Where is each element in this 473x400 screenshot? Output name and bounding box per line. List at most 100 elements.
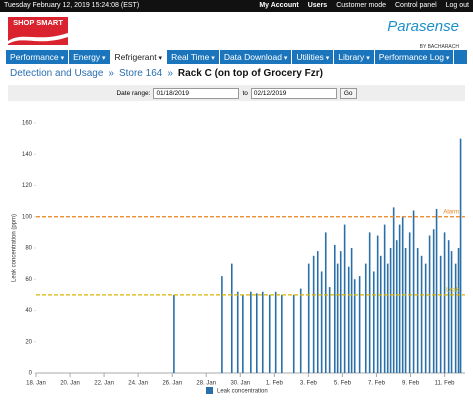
bar — [398, 224, 401, 373]
bar — [404, 248, 407, 373]
bar — [386, 263, 389, 373]
nav-item[interactable]: Data Download — [220, 50, 293, 64]
x-tick-label: 30. Jan — [230, 381, 250, 387]
x-tick-label: 9. Feb — [402, 381, 420, 387]
x-tick-label: 3. Feb — [300, 381, 318, 387]
logo-wave — [8, 33, 68, 44]
nav-item[interactable]: Utilities — [292, 50, 335, 64]
bar — [333, 244, 336, 373]
top-link[interactable]: Control panel — [395, 2, 437, 9]
bar — [416, 248, 419, 373]
bar — [368, 232, 371, 373]
breadcrumb-separator: » — [167, 68, 173, 79]
y-tick-label: 120 — [22, 183, 33, 189]
bar — [339, 251, 342, 373]
y-tick-label: 80 — [25, 246, 32, 252]
datetime: Tuesday February 12, 2019 15:24:08 (EST) — [4, 2, 140, 9]
date-from[interactable]: 01/18/2019 — [153, 87, 240, 99]
top-bar: Tuesday February 12, 2019 15:24:08 (EST)… — [0, 0, 473, 12]
bar — [428, 235, 431, 373]
bar — [392, 207, 395, 373]
bar — [447, 240, 450, 373]
y-axis-title: Leak concentration (ppm) — [12, 214, 18, 282]
top-link[interactable]: Customer mode — [336, 2, 386, 9]
chart: Leak concentration (ppm) 0 20 40 60 80 100 120 1… — [12, 121, 465, 395]
x-tick-label: 22. Jan — [94, 381, 114, 387]
logo-text: SHOP SMART — [13, 18, 63, 27]
top-links: My Account Users Customer mode Control pane… — [250, 0, 469, 12]
brand: Parasense BY BACHARACH — [387, 18, 459, 53]
x-tick-label: 24. Jan — [128, 381, 148, 387]
bar — [457, 248, 460, 373]
x-tick-label: 1. Feb — [266, 381, 284, 387]
nav-item[interactable]: Real Time — [167, 50, 220, 64]
x-tick-label: 18. Jan — [26, 381, 46, 387]
x-tick-label: 5. Feb — [334, 381, 352, 387]
bar — [320, 271, 323, 373]
nav-bar: PerformanceEnergyRefrigerantReal TimeDat… — [6, 50, 467, 64]
header: SHOP SMART Parasense BY BACHARACH — [0, 12, 473, 50]
bar — [443, 232, 446, 373]
logo[interactable]: SHOP SMART — [8, 17, 68, 45]
breadcrumb: Detection and Usage » Store 164 » Rack C (on… — [0, 64, 473, 85]
nav-item[interactable]: Performance — [6, 50, 70, 64]
date-to[interactable]: 02/12/2019 — [250, 87, 337, 99]
bar — [412, 210, 415, 373]
y-tick-label: 100 — [22, 214, 33, 220]
y-tick-label: 20 — [25, 339, 32, 345]
bar — [454, 263, 457, 373]
date-to-label: to — [242, 89, 248, 97]
bar — [459, 138, 462, 373]
breadcrumb-item[interactable]: Store 164 — [118, 68, 163, 79]
date-range: Date range: 01/18/2019 to 02/12/2019 Go — [8, 85, 465, 101]
bar — [255, 293, 258, 373]
bar — [347, 266, 350, 373]
bar — [372, 271, 375, 373]
top-link[interactable]: Users — [307, 2, 328, 9]
bar — [395, 240, 398, 373]
y-tick-label: 40 — [25, 308, 32, 314]
bar — [420, 255, 423, 373]
bar — [353, 279, 356, 373]
x-tick-label: 26. Jan — [162, 381, 182, 387]
bar — [307, 263, 310, 373]
bar — [268, 294, 271, 373]
nav-item[interactable]: Library — [334, 50, 375, 64]
breadcrumb-item[interactable]: Detection and Usage — [10, 68, 104, 79]
top-link[interactable]: My Account — [259, 2, 299, 9]
bar — [350, 248, 353, 373]
nav-item[interactable]: Energy — [69, 50, 111, 64]
bar — [336, 263, 339, 373]
bar — [173, 294, 175, 373]
bar — [230, 263, 233, 373]
nav-item[interactable]: Performance Log — [375, 50, 455, 64]
x-tick-label: 11. Feb — [435, 381, 456, 387]
legend-label: Leak concentration — [217, 389, 268, 395]
bar — [281, 294, 283, 373]
brand-name: Parasense — [387, 18, 459, 35]
bar — [379, 255, 382, 373]
bar — [242, 294, 244, 373]
top-link[interactable]: Log out — [445, 2, 469, 9]
bar — [364, 263, 367, 373]
threshold-label: Alarm — [443, 209, 459, 215]
threshold-label: Leak — [446, 287, 460, 293]
bar — [312, 255, 315, 373]
bar — [299, 288, 302, 373]
brand-sub: BY BACHARACH — [419, 44, 459, 50]
bar — [261, 291, 264, 373]
bar — [389, 248, 392, 373]
bar — [439, 255, 442, 373]
nav-item[interactable]: Refrigerant — [110, 50, 168, 64]
legend-swatch — [206, 387, 213, 394]
bar — [316, 251, 319, 373]
go-button[interactable]: Go — [339, 87, 357, 99]
bar — [432, 229, 435, 373]
bar — [408, 232, 411, 373]
bar — [435, 208, 438, 373]
bar — [292, 294, 295, 373]
bar — [424, 263, 427, 373]
y-tick-label: 140 — [22, 152, 33, 158]
x-tick-label: 28. Jan — [196, 381, 216, 387]
